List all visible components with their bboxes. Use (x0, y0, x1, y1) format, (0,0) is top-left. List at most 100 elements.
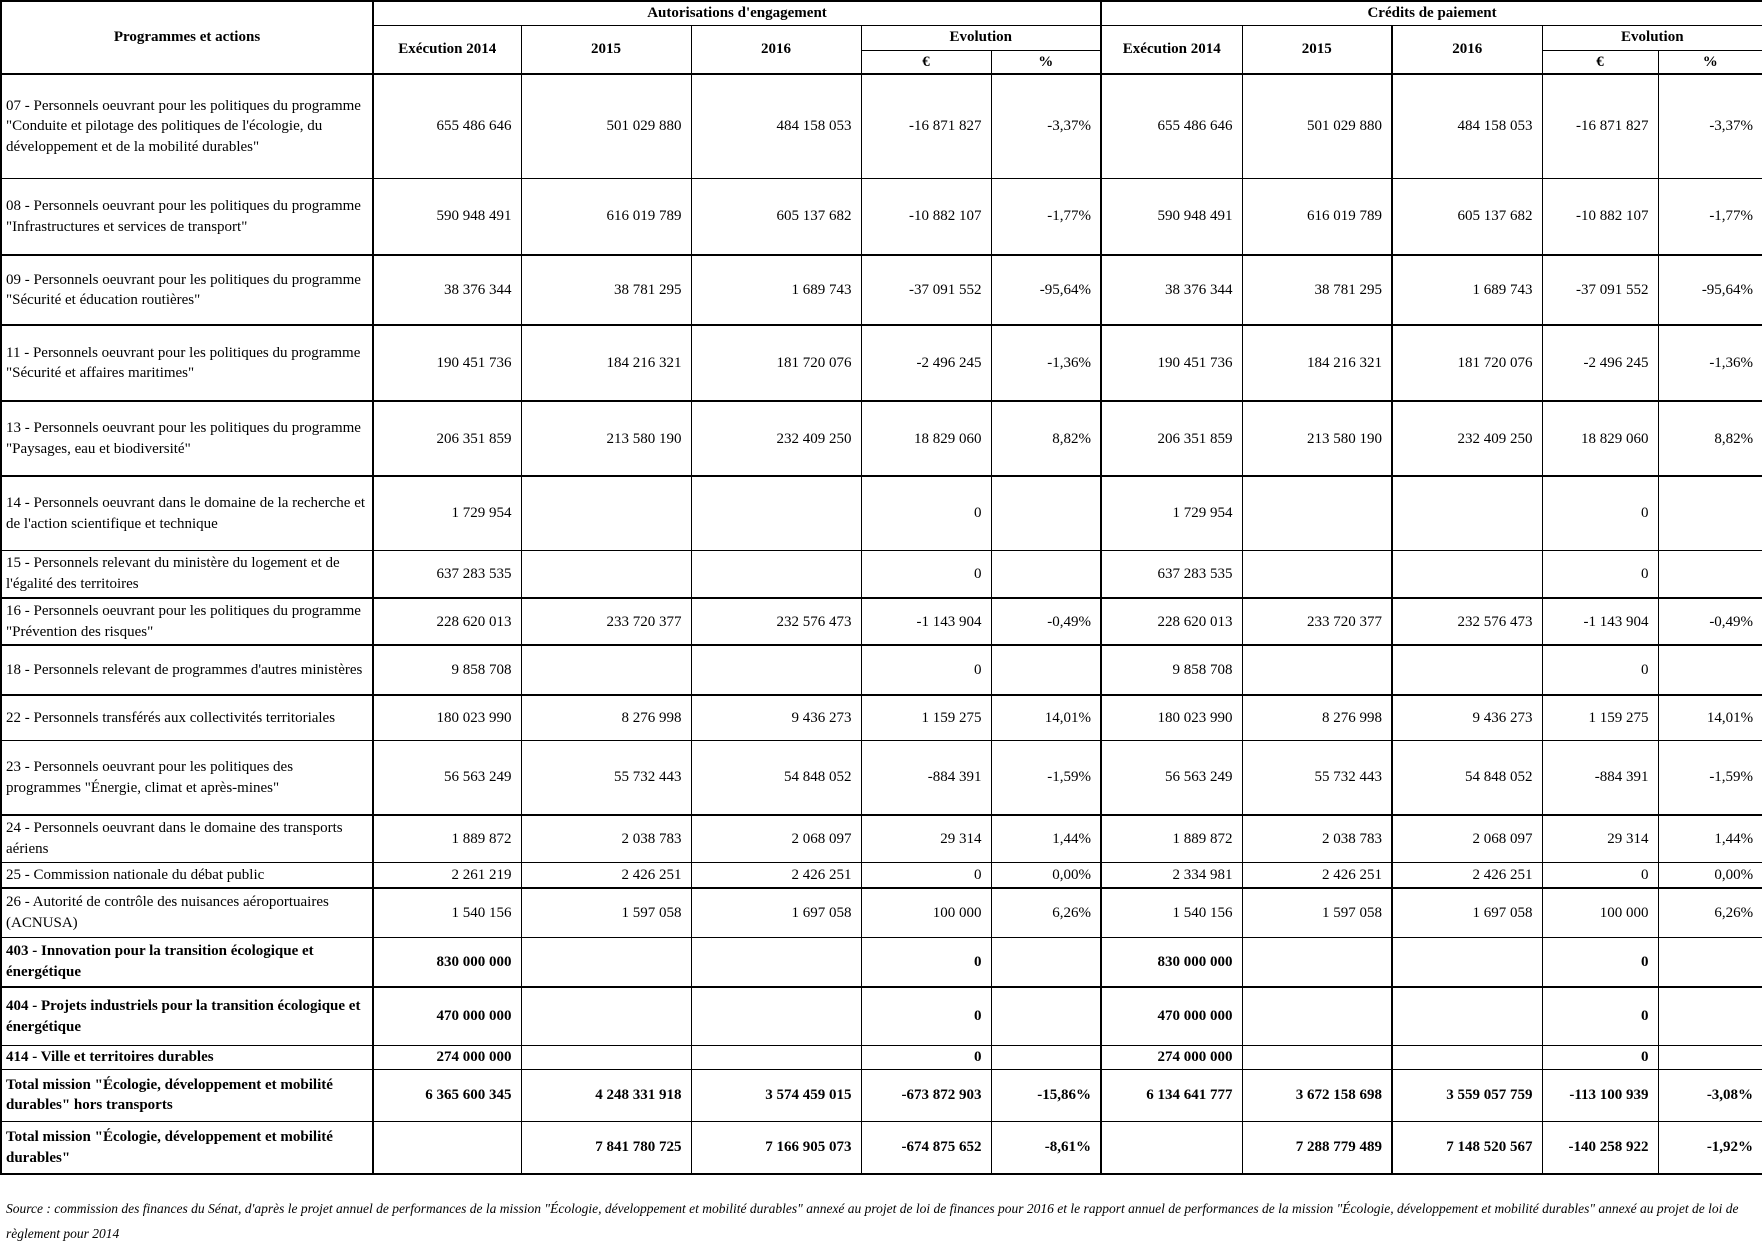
cp-2015-value (1241, 549, 1393, 599)
cp-evolution-eur-value: 0 (1541, 1044, 1659, 1070)
table-body: 07 - Personnels oeuvrant pour les politi… (0, 73, 1762, 1175)
ae-evolution-eur-value: 0 (860, 861, 992, 889)
cp-2015-value (1241, 986, 1393, 1046)
ae-2016-value (690, 475, 862, 551)
ae-evolution-eur-value: -1 143 904 (860, 597, 992, 646)
ae-2016-value: 605 137 682 (690, 177, 862, 256)
ae-evolution-pct-value (990, 549, 1102, 599)
cp-2016-value (1391, 475, 1543, 551)
ae-exec-2014-value: 228 620 013 (372, 597, 522, 646)
ae-evolution-eur-value: 0 (860, 1044, 992, 1070)
ae-2015-value: 213 580 190 (520, 400, 692, 477)
cp-2015-value: 38 781 295 (1241, 254, 1393, 326)
ae-evolution-pct-value (990, 644, 1102, 696)
ae-evolution-eur-value: -884 391 (860, 739, 992, 816)
ae-2016-value: 232 576 473 (690, 597, 862, 646)
cp-evolution-eur-value: -884 391 (1541, 739, 1659, 816)
ae-evolution-pct-value: -95,64% (990, 254, 1102, 326)
cp-evolution-pct-value: -3,08% (1657, 1068, 1762, 1122)
ae-2016-value: 484 158 053 (690, 73, 862, 179)
cp-exec-2014-value: 1 889 872 (1100, 814, 1243, 863)
table-row: 07 - Personnels oeuvrant pour les politi… (0, 73, 1762, 179)
col-header-cp-evolution-pct: % (1657, 49, 1762, 75)
table-row: 414 - Ville et territoires durables 274 0… (0, 1044, 1762, 1070)
col-header-ae-execution-2014: Exécution 2014 (372, 24, 522, 75)
ae-evolution-eur-value: 0 (860, 936, 992, 988)
program-label: 14 - Personnels oeuvrant dans le domaine… (0, 475, 374, 551)
cp-exec-2014-value: 9 858 708 (1100, 644, 1243, 696)
cp-evolution-eur-value: 0 (1541, 549, 1659, 599)
ae-2016-value (690, 986, 862, 1046)
table-row: 08 - Personnels oeuvrant pour les politi… (0, 177, 1762, 256)
ae-evolution-eur-value: 0 (860, 986, 992, 1046)
ae-2015-value: 4 248 331 918 (520, 1068, 692, 1122)
ae-2015-value (520, 1044, 692, 1070)
ae-2015-value: 1 597 058 (520, 887, 692, 938)
col-header-ae-evolution-eur: € (860, 49, 992, 75)
ae-2015-value (520, 475, 692, 551)
cp-exec-2014-value: 180 023 990 (1100, 694, 1243, 741)
table-header: Programmes et actions Autorisations d'en… (0, 0, 1762, 75)
table-row: 09 - Personnels oeuvrant pour les politi… (0, 254, 1762, 326)
table-row: 14 - Personnels oeuvrant dans le domaine… (0, 475, 1762, 551)
ae-exec-2014-value: 655 486 646 (372, 73, 522, 179)
program-label: 11 - Personnels oeuvrant pour les politi… (0, 324, 374, 402)
ae-2016-value: 2 426 251 (690, 861, 862, 889)
ae-evolution-pct-value (990, 1044, 1102, 1070)
cp-2016-value: 232 409 250 (1391, 400, 1543, 477)
ae-exec-2014-value: 190 451 736 (372, 324, 522, 402)
cp-exec-2014-value: 1 540 156 (1100, 887, 1243, 938)
table-row: 25 - Commission nationale du débat publi… (0, 861, 1762, 889)
cp-evolution-pct-value: -1,77% (1657, 177, 1762, 256)
ae-2015-value: 2 426 251 (520, 861, 692, 889)
col-group-autorisations-engagement: Autorisations d'engagement (372, 0, 1102, 26)
ae-2015-value: 233 720 377 (520, 597, 692, 646)
cp-2016-value: 7 148 520 567 (1391, 1120, 1543, 1175)
ae-evolution-eur-value: 18 829 060 (860, 400, 992, 477)
col-header-cp-evolution-eur: € (1541, 49, 1659, 75)
table-row: 15 - Personnels relevant du ministère du… (0, 549, 1762, 599)
ae-evolution-eur-value: 100 000 (860, 887, 992, 938)
program-label: 13 - Personnels oeuvrant pour les politi… (0, 400, 374, 477)
ae-2015-value (520, 936, 692, 988)
ae-evolution-eur-value: 0 (860, 644, 992, 696)
ae-evolution-eur-value: 0 (860, 549, 992, 599)
cp-evolution-eur-value: 100 000 (1541, 887, 1659, 938)
program-label: 16 - Personnels oeuvrant pour les politi… (0, 597, 374, 646)
program-label: Total mission "Écologie, développement e… (0, 1120, 374, 1175)
cp-exec-2014-value: 228 620 013 (1100, 597, 1243, 646)
cp-evolution-pct-value: -1,92% (1657, 1120, 1762, 1175)
ae-evolution-pct-value: -1,59% (990, 739, 1102, 816)
source-note: Source : commission des finances du Séna… (6, 1201, 1739, 1242)
ae-evolution-eur-value: 29 314 (860, 814, 992, 863)
ae-2016-value (690, 644, 862, 696)
table-row: Total mission "Écologie, développement e… (0, 1068, 1762, 1122)
ae-evolution-eur-value: -10 882 107 (860, 177, 992, 256)
ae-evolution-pct-value: 0,00% (990, 861, 1102, 889)
ae-2016-value: 3 574 459 015 (690, 1068, 862, 1122)
ae-evolution-pct-value: 8,82% (990, 400, 1102, 477)
table-row: 24 - Personnels oeuvrant dans le domaine… (0, 814, 1762, 863)
ae-evolution-pct-value: 1,44% (990, 814, 1102, 863)
cp-2015-value: 616 019 789 (1241, 177, 1393, 256)
cp-2016-value: 54 848 052 (1391, 739, 1543, 816)
cp-2015-value (1241, 475, 1393, 551)
cp-evolution-eur-value: -37 091 552 (1541, 254, 1659, 326)
cp-2015-value: 233 720 377 (1241, 597, 1393, 646)
cp-evolution-eur-value: 18 829 060 (1541, 400, 1659, 477)
col-header-cp-execution-2014: Exécution 2014 (1100, 24, 1243, 75)
cp-exec-2014-value: 637 283 535 (1100, 549, 1243, 599)
cp-2015-value: 8 276 998 (1241, 694, 1393, 741)
cp-2015-value: 7 288 779 489 (1241, 1120, 1393, 1175)
cp-exec-2014-value: 38 376 344 (1100, 254, 1243, 326)
col-header-programs: Programmes et actions (0, 0, 374, 75)
cp-2015-value: 213 580 190 (1241, 400, 1393, 477)
cp-evolution-pct-value (1657, 549, 1762, 599)
col-header-ae-2016: 2016 (690, 24, 862, 75)
ae-evolution-eur-value: 1 159 275 (860, 694, 992, 741)
cp-evolution-pct-value: 8,82% (1657, 400, 1762, 477)
program-label: 22 - Personnels transférés aux collectiv… (0, 694, 374, 741)
cp-evolution-pct-value: -1,36% (1657, 324, 1762, 402)
ae-2015-value: 7 841 780 725 (520, 1120, 692, 1175)
cp-exec-2014-value: 590 948 491 (1100, 177, 1243, 256)
